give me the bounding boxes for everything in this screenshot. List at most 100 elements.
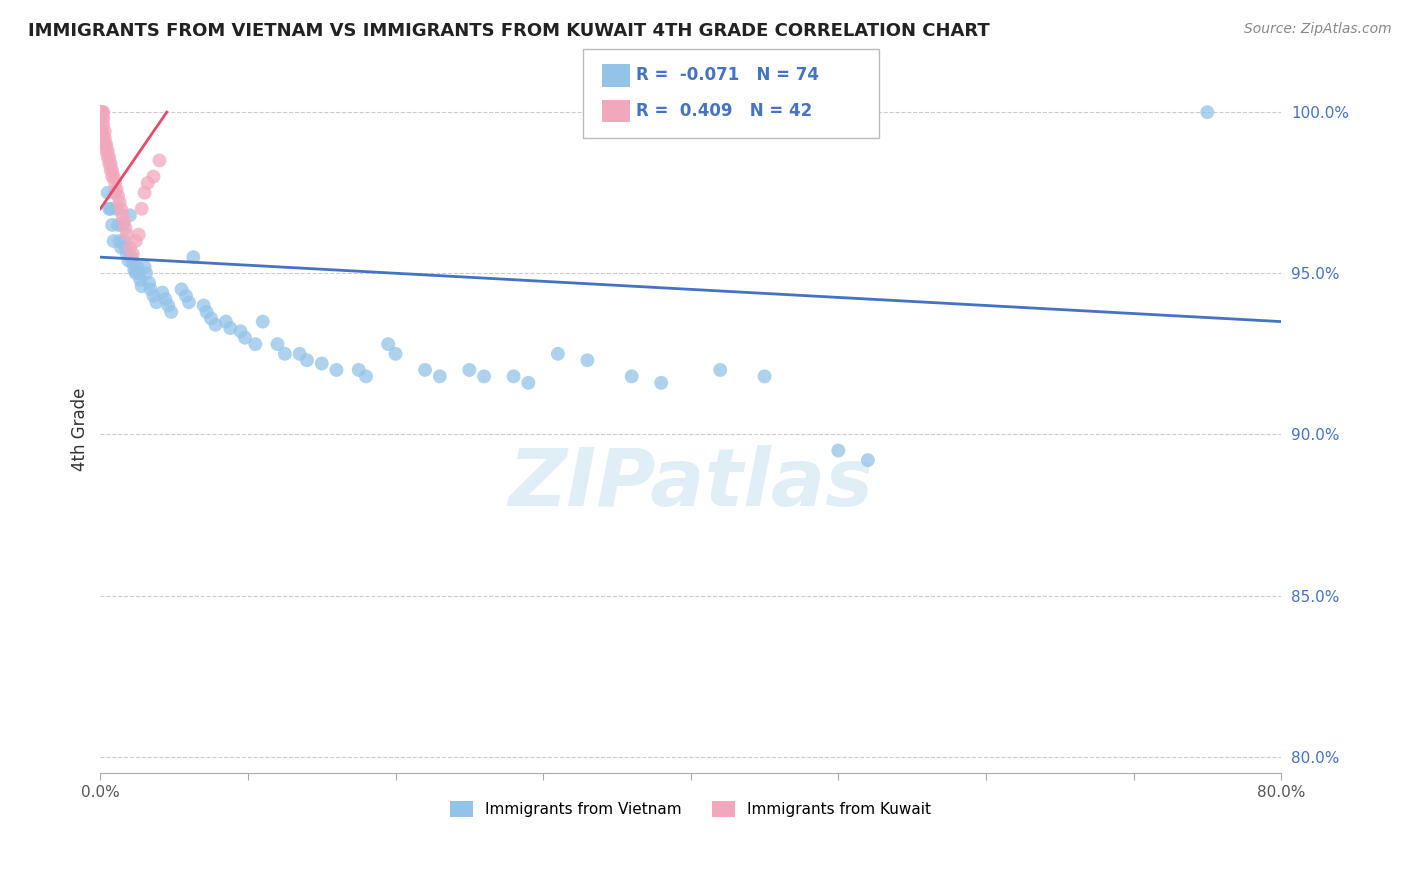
Point [90,105,112,120]
Point [107,218,129,232]
Point [115,227,138,242]
Point [347,363,370,377]
Point [148,153,170,168]
Point [101,218,124,232]
Point [170,282,193,296]
Point [183,250,205,264]
Point [91,105,114,120]
Point [104,186,127,200]
Point [90,124,112,138]
Point [91,131,114,145]
Point [620,369,643,384]
Point [103,234,125,248]
Point [266,337,288,351]
Point [110,240,132,254]
Point [142,289,165,303]
Point [384,347,406,361]
Point [354,369,377,384]
Point [98,150,121,164]
Point [1197,105,1219,120]
Point [124,263,146,277]
Point [128,266,150,280]
Point [100,202,122,216]
Point [458,363,481,377]
Point [135,266,157,280]
Point [413,363,436,377]
Point [215,315,238,329]
Point [377,337,399,351]
Point [131,202,153,216]
Point [502,369,524,384]
Point [94,124,117,138]
Point [90,112,112,126]
Point [131,279,153,293]
Text: ZIPatlas: ZIPatlas [508,445,873,524]
Point [98,202,121,216]
Point [150,285,173,300]
Point [118,208,141,222]
Point [108,234,131,248]
Point [111,218,134,232]
Text: IMMIGRANTS FROM VIETNAM VS IMMIGRANTS FROM KUWAIT 4TH GRADE CORRELATION CHART: IMMIGRANTS FROM VIETNAM VS IMMIGRANTS FR… [28,22,990,40]
Point [129,273,152,287]
Point [108,195,131,210]
Point [311,356,333,370]
Point [100,157,122,171]
Point [288,347,311,361]
Point [517,376,540,390]
Point [118,240,141,254]
Point [145,295,167,310]
Point [472,369,495,384]
Point [98,157,121,171]
Point [134,260,156,274]
Point [115,247,138,261]
Point [157,298,180,312]
Point [127,260,149,274]
Point [174,289,197,303]
Point [105,202,128,216]
Point [125,266,148,280]
Point [177,295,200,310]
Point [709,363,731,377]
Point [90,118,112,132]
Point [112,234,135,248]
Point [97,144,120,158]
Point [195,305,218,319]
Point [219,321,242,335]
Point [96,137,118,152]
Point [245,337,267,351]
Point [90,105,112,120]
Point [112,215,135,229]
Point [114,221,136,235]
Point [101,169,124,184]
Point [91,118,114,132]
Point [128,227,150,242]
Point [193,298,215,312]
Point [114,240,136,254]
Point [650,376,672,390]
Point [96,144,118,158]
Point [134,186,156,200]
Point [160,305,183,319]
Point [204,318,226,332]
Point [103,169,125,184]
Point [233,331,256,345]
Point [97,150,120,164]
Point [295,353,318,368]
Point [136,176,159,190]
Legend: Immigrants from Vietnam, Immigrants from Kuwait: Immigrants from Vietnam, Immigrants from… [444,796,938,823]
Text: R =  -0.071   N = 74: R = -0.071 N = 74 [636,66,818,84]
Point [94,131,117,145]
Text: Source: ZipAtlas.com: Source: ZipAtlas.com [1244,22,1392,37]
Point [325,363,347,377]
Point [576,353,599,368]
Point [100,163,122,178]
Point [121,247,143,261]
Point [125,234,148,248]
Point [252,315,274,329]
Point [120,250,142,264]
Point [94,137,117,152]
Point [429,369,451,384]
Point [856,453,879,467]
Text: R =  0.409   N = 42: R = 0.409 N = 42 [636,102,811,120]
